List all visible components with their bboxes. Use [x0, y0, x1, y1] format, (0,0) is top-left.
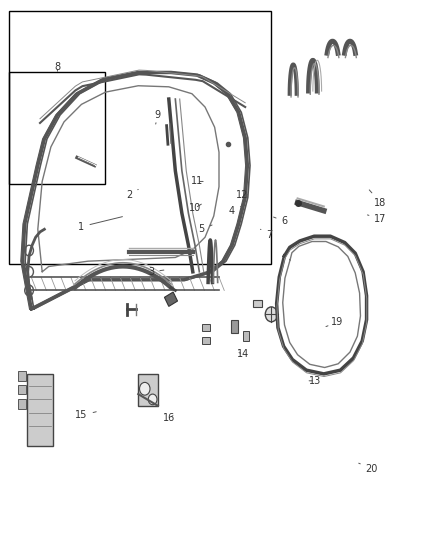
Bar: [202, 337, 210, 344]
Bar: [231, 320, 238, 333]
Text: 4: 4: [229, 206, 240, 216]
Text: 10: 10: [189, 203, 201, 213]
Text: 7: 7: [261, 229, 272, 240]
Text: 20: 20: [359, 463, 378, 473]
Circle shape: [140, 382, 150, 395]
Bar: [253, 300, 262, 308]
Circle shape: [148, 394, 157, 405]
Bar: [10, 11, 272, 264]
Text: 11: 11: [191, 176, 203, 187]
Polygon shape: [164, 292, 177, 306]
Bar: [18, 399, 26, 409]
Text: 12: 12: [236, 190, 248, 200]
Text: 9: 9: [155, 110, 161, 124]
Text: 3: 3: [148, 267, 164, 277]
Text: 6: 6: [274, 216, 288, 227]
Text: 13: 13: [309, 376, 321, 386]
Bar: [27, 374, 53, 446]
Bar: [138, 374, 158, 406]
Text: 17: 17: [367, 214, 387, 224]
Text: 15: 15: [75, 410, 96, 421]
Bar: [18, 371, 26, 381]
Text: 19: 19: [326, 317, 343, 327]
Text: 8: 8: [54, 62, 60, 72]
Text: 16: 16: [162, 413, 175, 423]
Text: 1: 1: [78, 216, 123, 232]
Bar: [18, 384, 26, 394]
Circle shape: [265, 307, 278, 322]
Text: 5: 5: [198, 224, 212, 235]
Bar: [202, 325, 210, 332]
Text: 14: 14: [237, 349, 249, 359]
Bar: [243, 332, 249, 341]
Bar: [10, 72, 106, 184]
Text: 2: 2: [127, 189, 138, 200]
Text: 18: 18: [369, 190, 387, 208]
